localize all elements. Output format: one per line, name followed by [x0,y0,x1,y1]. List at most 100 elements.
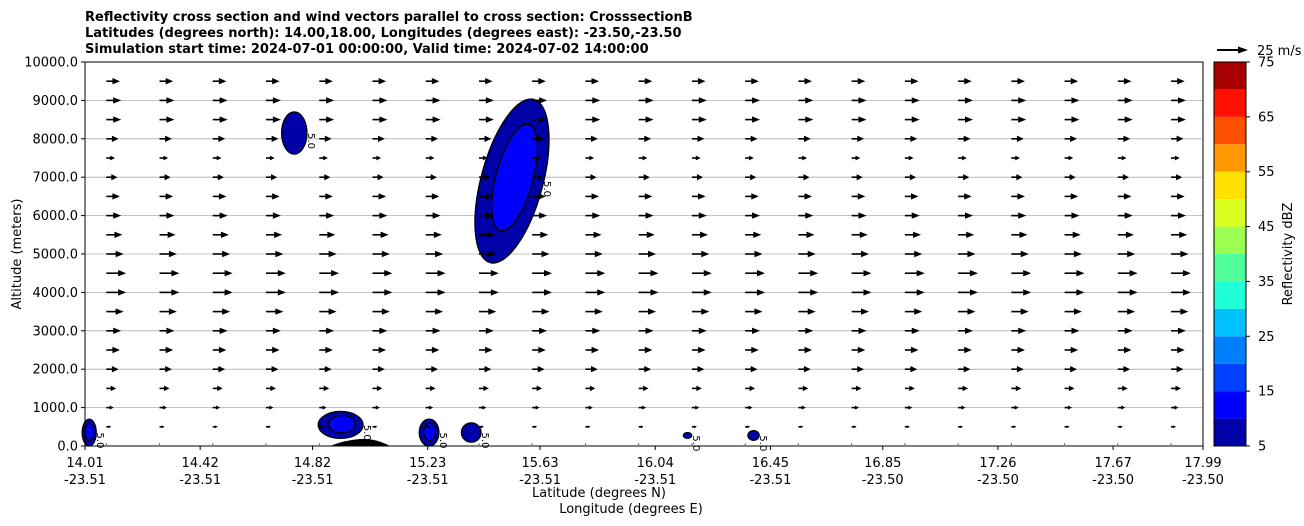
wind-vector-head [331,270,340,277]
wind-vector-head [754,250,763,258]
wind-vector-head [963,366,971,373]
wind-vector-head [325,346,333,354]
wind-vector-head [909,174,917,181]
wind-vector-head [592,212,601,219]
wind-vector-head [1071,116,1080,123]
contour-label: 5.0 [94,433,105,449]
wind-vector-head [1175,385,1181,392]
wind-vector-head [536,385,543,392]
wind-vector-head [863,289,872,296]
wind-vector-head [802,385,809,392]
wind-vector-head [592,97,601,104]
wind-vector-head [1018,116,1027,123]
wind-vector-head [863,270,872,277]
wind-vector-head [1020,250,1029,258]
wind-vector-head [962,385,969,392]
wind-vector-head [217,385,223,392]
wind-vector-head [698,97,707,104]
wind-vector-head [1120,425,1123,429]
wind-vector-head [272,346,280,354]
wind-vector-head [696,174,704,181]
wind-vector-head [485,116,494,123]
wind-vector-head [858,327,867,334]
wind-vector-head [698,78,706,85]
wind-vector-head [431,346,440,354]
wind-vector-head [378,346,387,354]
wind-vector-head [911,193,919,200]
reflectivity-cell-inner [84,422,95,442]
contour-label: 5.0 [690,435,701,451]
wind-vector-head [376,155,382,161]
wind-vector-head [1177,212,1186,219]
wind-vector-head [111,174,118,181]
wind-vector-head [534,425,538,429]
wind-vector-point [691,443,693,445]
colorbar-frame [1213,61,1247,447]
wind-vector-head [272,327,281,334]
wind-vector-head [485,78,493,85]
wind-vector-head [698,327,707,334]
wind-vector-head [115,308,124,315]
wind-vector-head [697,366,705,373]
wind-vector-head [272,97,281,104]
wind-vector-head [539,97,548,104]
wind-vector-point [531,443,533,445]
wind-vector-head [224,289,233,296]
wind-vector-head [810,270,819,277]
wind-vector-head [646,231,655,238]
wind-vector-head [857,78,866,85]
reflectivity-cell-outer [460,422,482,443]
wind-vector-head [860,250,869,258]
x-tick-label-longitude: -23.51 [64,473,106,488]
wind-vector-head [750,135,758,142]
wind-vector-head [853,425,857,429]
wind-vector-head [644,346,653,354]
x-tick-label-longitude: -23.51 [292,473,334,488]
wind-vector-head [1176,366,1184,373]
chart-title-line-2: Latitudes (degrees north): 14.00,18.00, … [85,26,682,41]
y-tick-label: 5000.0 [33,248,79,263]
wind-vector-head [1017,193,1025,200]
wind-vector-head [118,270,127,277]
colorbar-tick-label: 45 [1258,220,1275,235]
y-tick-label: 3000.0 [33,324,79,339]
wind-vector-head [1016,366,1024,373]
colorbar-band [1214,199,1246,227]
wind-vector-head [219,327,228,334]
wind-vector-head [376,385,383,392]
wind-vector-head [964,327,973,334]
wind-vector-head [377,174,384,181]
wind-vector-head [541,308,550,315]
wind-vector-head [805,212,814,219]
wind-vector-head [325,78,333,85]
wind-vector-head [111,135,119,142]
wind-vector-head [326,327,335,334]
wind-vector-head [810,289,819,296]
wind-vector-head [271,366,279,373]
wind-vector-head [697,135,705,142]
wind-vector-head [911,327,920,334]
wind-vector-head [911,78,919,85]
wind-vector-head [1123,346,1132,354]
wind-vector-head [752,327,761,334]
wind-vector-head [806,231,815,238]
x-tick-label-latitude: 14.82 [294,456,331,471]
wind-vector-head [219,116,228,123]
x-axis-title-latitude: Latitude (degrees N) [532,486,666,501]
wind-vector-head [911,346,919,354]
wind-vector-head [644,78,653,85]
wind-vector-head [272,78,280,85]
wind-vector-head [268,425,271,429]
wind-vector-head [272,212,281,219]
wind-vector-head [695,155,701,161]
wind-vector-head [1177,116,1186,123]
wind-vector-head [1177,327,1186,334]
wind-vector-head [857,346,866,354]
wind-vector-head [432,212,441,219]
x-tick-label-latitude: 14.42 [182,456,219,471]
wind-vector-head [645,212,654,219]
wind-vector-head [328,308,337,315]
wind-vector-head [804,193,813,200]
wind-vector-head [326,116,335,123]
